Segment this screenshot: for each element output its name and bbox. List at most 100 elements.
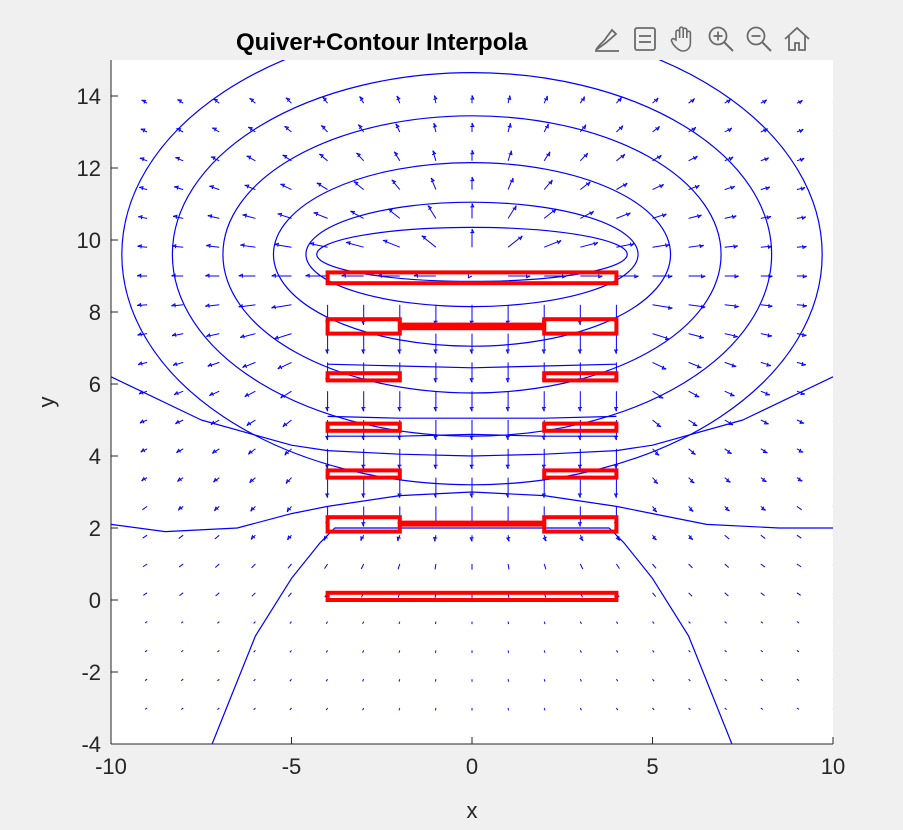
quiver-arrowhead <box>397 407 402 412</box>
quiver-arrow <box>616 243 635 248</box>
quiver-arrow <box>760 245 772 248</box>
quiver-arrowhead <box>762 99 768 105</box>
quiver-arrow <box>579 678 582 682</box>
quiver-arrow <box>543 650 546 653</box>
quiver-arrowhead <box>138 390 144 395</box>
quiver-arrow <box>760 186 770 191</box>
quiver-arrow <box>796 592 801 596</box>
quiver-arrowhead <box>613 407 619 412</box>
quiver-arrow <box>796 333 807 336</box>
quiver-arrow <box>579 181 591 190</box>
quiver-arrow <box>217 678 220 682</box>
quiver-arrow <box>796 707 800 710</box>
quiver-arrowhead <box>205 303 210 308</box>
quiver-arrowhead <box>361 493 366 498</box>
quiver-arrow <box>382 239 400 248</box>
quiver-arrowhead <box>526 274 531 279</box>
quiver-arrowhead <box>542 536 547 542</box>
quiver-arrow <box>832 160 833 161</box>
quiver-arrowhead <box>137 361 143 366</box>
quiver-arrow <box>760 678 764 682</box>
quiver-arrowhead <box>309 241 315 247</box>
data-tips-button[interactable] <box>628 22 662 56</box>
pan-button[interactable] <box>666 22 700 56</box>
quiver-arrow <box>274 243 292 248</box>
quiver-arrowhead <box>397 435 402 441</box>
quiver-arrowhead <box>734 304 739 309</box>
quiver-arrowhead <box>760 506 766 511</box>
quiver-arrow <box>724 650 727 653</box>
quiver-arrowhead <box>382 239 388 244</box>
quiver-arrowhead <box>470 203 475 208</box>
quiver-arrowhead <box>656 422 662 428</box>
quiver-arrowhead <box>798 99 803 105</box>
quiver-arrowhead <box>699 243 704 249</box>
quiver-arrow <box>137 245 148 248</box>
zoom-out-button[interactable] <box>742 22 776 56</box>
quiver-arrowhead <box>209 391 214 397</box>
quiver-arrowhead <box>138 215 143 220</box>
brush-tool-button[interactable] <box>590 22 624 56</box>
quiver-arrow <box>724 592 729 597</box>
quiver-arrowhead <box>629 242 635 247</box>
quiver-arrow <box>832 592 833 594</box>
quiver-arrowhead <box>509 177 514 183</box>
quiver-arrowhead <box>798 448 804 453</box>
conductor-rect <box>542 468 619 480</box>
quiver-arrow <box>832 391 833 392</box>
quiver-arrow <box>543 151 551 162</box>
quiver-arrow <box>209 185 220 191</box>
quiver-arrowhead <box>505 407 510 412</box>
quiver-arrowhead <box>277 364 283 370</box>
quiver-arrowhead <box>761 477 767 483</box>
quiver-arrow <box>309 243 328 248</box>
quiver-arrow <box>615 678 619 682</box>
quiver-arrowhead <box>205 273 210 278</box>
quiver-arrowhead <box>421 235 427 240</box>
quiver-arrow <box>507 563 510 570</box>
quiver-arrowhead <box>244 392 250 398</box>
quiver-arrow <box>615 650 619 653</box>
quiver-arrowhead <box>728 421 734 426</box>
quiver-arrowhead <box>798 128 804 134</box>
quiver-arrowhead <box>137 244 142 249</box>
quiver-arrow <box>579 152 588 162</box>
quiver-arrow <box>652 448 660 456</box>
quiver-arrowhead <box>136 273 142 278</box>
quiver-arrow <box>144 621 148 624</box>
quiver-arrow <box>579 124 587 133</box>
conductor-geometry <box>325 270 619 602</box>
quiver-arrowhead <box>734 274 739 279</box>
quiver-arrowhead <box>836 158 840 161</box>
quiver-arrow <box>138 216 148 219</box>
quiver-arrow <box>325 621 329 624</box>
quiver-arrow <box>544 239 562 248</box>
quiver-arrow <box>356 152 365 162</box>
quiver-arrowhead <box>139 157 145 162</box>
quiver-arrowhead <box>797 477 803 482</box>
quiver-arrow <box>724 534 730 540</box>
quiver-arrowhead <box>353 181 359 186</box>
quiver-arrowhead <box>652 507 658 513</box>
quiver-arrowhead <box>213 98 219 103</box>
quiver-arrow <box>832 333 833 335</box>
quiver-arrowhead <box>247 449 253 455</box>
quiver-arrow <box>652 243 670 248</box>
zoom-in-button[interactable] <box>704 22 738 56</box>
quiver-arrowhead <box>690 450 696 455</box>
quiver-arrow <box>432 150 437 161</box>
quiver-arrowhead <box>205 333 211 338</box>
quiver-arrowhead <box>397 464 402 470</box>
quiver-arrowhead <box>209 185 215 190</box>
quiver-arrow <box>207 361 220 367</box>
quiver-arrow <box>320 125 328 133</box>
quiver-arrowhead <box>396 95 401 101</box>
quiver-arrowhead <box>733 333 738 339</box>
quiver-arrow <box>832 564 833 565</box>
quiver-arrow <box>760 215 772 219</box>
quiver-arrow <box>430 177 437 190</box>
quiver-arrow <box>832 448 833 450</box>
quiver-arrow <box>652 592 657 597</box>
restore-view-button[interactable] <box>780 22 814 56</box>
quiver-arrow <box>724 707 727 711</box>
